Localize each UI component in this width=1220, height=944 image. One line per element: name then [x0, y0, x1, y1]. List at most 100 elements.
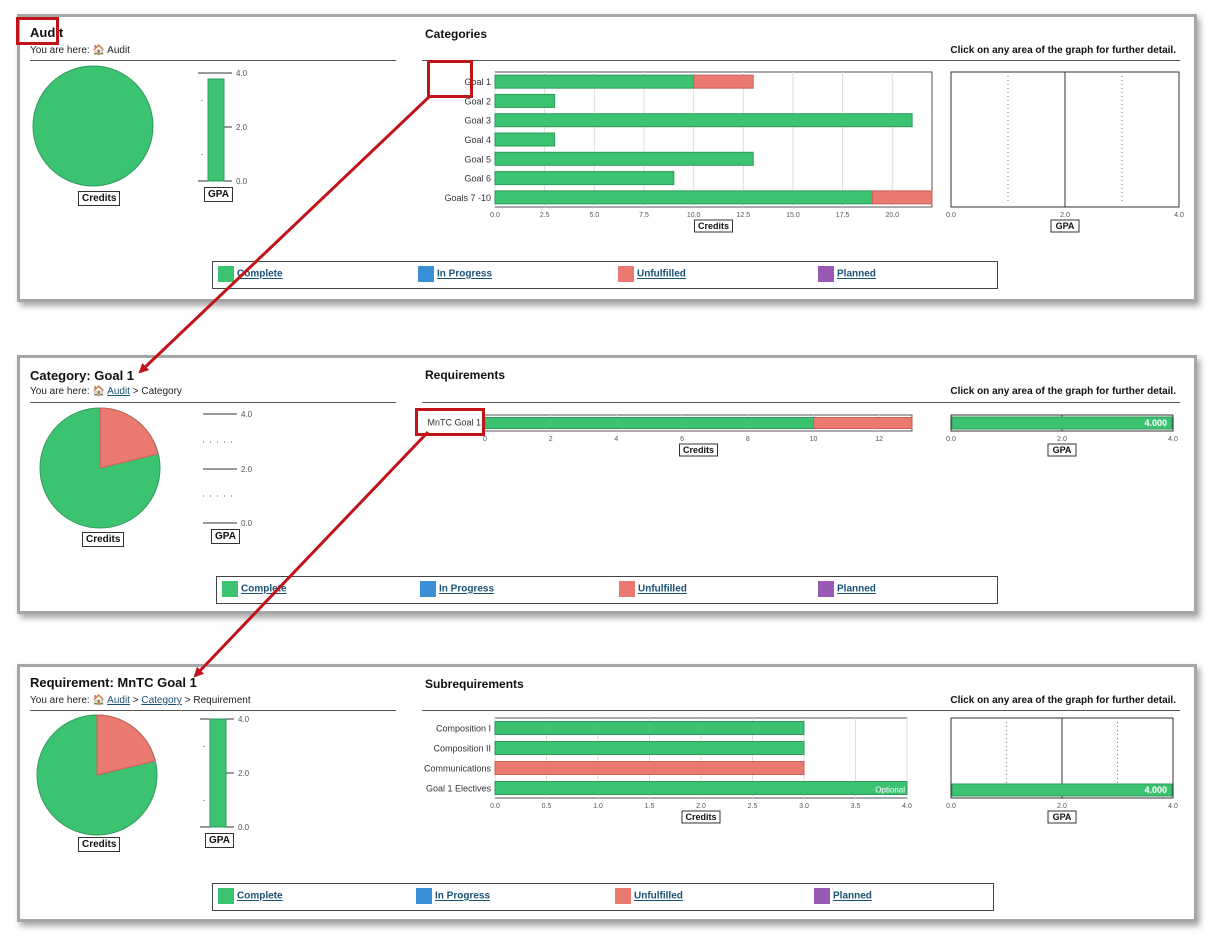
legend-link[interactable]: Complete	[241, 583, 287, 595]
legend-swatch	[615, 888, 631, 904]
breadcrumb-link-audit[interactable]: Audit	[107, 695, 130, 706]
legend-link[interactable]: In Progress	[439, 583, 495, 595]
gpa-tick-label: 4.0	[236, 69, 248, 78]
legend-swatch	[222, 581, 238, 597]
annotation-arrow	[138, 94, 432, 374]
gpa-axis-label: GPA	[211, 529, 240, 544]
x-tick-label: 4.0	[1168, 803, 1178, 810]
gpa-vertical-chart[interactable]: 4.0 2.0 0.0	[190, 63, 260, 188]
gpa-horizontal-chart[interactable]: 4.000 0.0 2.0 4.0 GPA	[945, 715, 1185, 835]
x-tick-label: 10.0	[687, 212, 701, 219]
home-icon[interactable]: 🏠	[92, 45, 105, 56]
bar-segment[interactable]	[494, 761, 805, 775]
x-tick-label: 0.0	[490, 803, 500, 810]
legend-complete[interactable]: Complete	[222, 581, 287, 597]
x-tick-label: 0.0	[946, 212, 956, 219]
bar-segment[interactable]	[494, 741, 805, 755]
x-tick-label: 2.0	[1057, 436, 1067, 443]
legend-link[interactable]: In Progress	[435, 890, 491, 902]
legend-swatch	[818, 581, 834, 597]
legend-link[interactable]: Planned	[837, 583, 876, 595]
legend-link[interactable]: Unfulfilled	[637, 268, 686, 280]
gpa-horizontal-chart[interactable]: 0.0 2.0 4.0 GPA	[945, 69, 1185, 239]
legend: Complete In Progress Unfulfilled Planned	[212, 261, 998, 289]
legend-unfulfilled[interactable]: Unfulfilled	[618, 266, 686, 282]
gpa-tick-label: 0.0	[241, 519, 253, 528]
x-tick-label: 2.5	[540, 212, 550, 219]
credits-pie-chart[interactable]	[34, 713, 164, 838]
x-axis-label-box	[679, 443, 718, 457]
legend-link[interactable]: In Progress	[437, 268, 493, 280]
bar-segment[interactable]	[812, 417, 913, 429]
bar-segment[interactable]	[494, 721, 805, 735]
bar-segment[interactable]	[494, 93, 556, 108]
legend-link[interactable]: Complete	[237, 890, 283, 902]
x-tick-label: 3.0	[799, 803, 809, 810]
page-title: Audit	[30, 25, 64, 40]
legend-in-progress[interactable]: In Progress	[418, 266, 492, 282]
gpa-vertical-chart[interactable]: 4.0 2.0 0.0	[192, 713, 262, 838]
page-title: Category: Goal 1	[30, 368, 135, 383]
bar-segment[interactable]	[693, 74, 754, 89]
divider	[422, 710, 1180, 711]
requirements-bar-chart[interactable]: 0 2 4 6 8 10 12 MnTC Goal 1 Credits	[415, 410, 935, 470]
pie-credits-label: Credits	[78, 837, 121, 852]
legend-link[interactable]: Planned	[833, 890, 872, 902]
gpa-horizontal-chart[interactable]: 4.000 0.0 2.0 4.0 GPA	[945, 410, 1185, 470]
gpa-bar[interactable]	[951, 783, 1173, 797]
pie-slice-unfulfilled[interactable]	[99, 407, 159, 469]
bar-segment[interactable]	[494, 113, 913, 128]
graph-hint: Click on any area of the graph for furth…	[950, 45, 1176, 56]
gpa-tick-label: 4.0	[241, 410, 253, 419]
x-axis-label: GPA	[1053, 445, 1072, 455]
legend-complete[interactable]: Complete	[218, 266, 283, 282]
legend-link[interactable]: Unfulfilled	[638, 583, 687, 595]
gpa-bar[interactable]	[209, 718, 227, 828]
gpa-vertical-chart[interactable]: 4.0 2.0 0.0	[195, 406, 265, 531]
legend-link[interactable]: Planned	[837, 268, 876, 280]
category-label: Goal 1 Electives	[426, 784, 492, 794]
credits-pie-chart[interactable]	[30, 63, 160, 188]
bar-segment[interactable]	[494, 151, 754, 166]
legend-complete[interactable]: Complete	[218, 888, 283, 904]
category-label: Goal 1	[464, 77, 491, 87]
subrequirements-bar-chart[interactable]: 0.0 0.5 1.0 1.5 2.0 2.5 3.0 3.5 4.0 Composition I…	[415, 715, 935, 835]
divider	[30, 402, 396, 403]
x-tick-label: 2	[549, 436, 553, 443]
bar-segment[interactable]	[494, 781, 908, 795]
legend-planned[interactable]: Planned	[814, 888, 872, 904]
x-tick-label: 10	[810, 436, 818, 443]
legend-swatch	[420, 581, 436, 597]
legend-in-progress[interactable]: In Progress	[420, 581, 494, 597]
legend-link[interactable]: Complete	[237, 268, 283, 280]
pie-slice-unfulfilled[interactable]	[96, 714, 156, 776]
legend-unfulfilled[interactable]: Unfulfilled	[615, 888, 683, 904]
x-axis-label: Credits	[683, 445, 714, 455]
home-icon[interactable]: 🏠	[92, 386, 105, 397]
category-label: Composition II	[433, 744, 491, 754]
legend-in-progress[interactable]: In Progress	[416, 888, 490, 904]
credits-pie-chart[interactable]	[38, 406, 168, 531]
bar-segment[interactable]	[494, 132, 556, 147]
breadcrumb-current: Audit	[107, 45, 130, 56]
x-axis-label-box	[1050, 219, 1080, 233]
x-axis-label: GPA	[1053, 812, 1072, 822]
x-tick-label: 0.0	[946, 436, 956, 443]
breadcrumb-link-category[interactable]: Category	[141, 695, 182, 706]
legend-planned[interactable]: Planned	[818, 266, 876, 282]
categories-bar-chart[interactable]: 0.0 2.5 5.0 7.5 10.0 12.5 15.0 17.5 20.0 Goal 1 Go…	[415, 69, 935, 239]
gpa-bar[interactable]	[207, 78, 225, 182]
gpa-bar[interactable]	[951, 416, 1173, 430]
bar-segment[interactable]	[871, 190, 933, 205]
legend-unfulfilled[interactable]: Unfulfilled	[619, 581, 687, 597]
home-icon[interactable]: 🏠	[92, 695, 105, 706]
legend-planned[interactable]: Planned	[818, 581, 876, 597]
breadcrumb-link-audit[interactable]: Audit	[107, 386, 130, 397]
pie-slice-complete[interactable]	[32, 65, 154, 187]
legend-swatch	[818, 266, 834, 282]
x-tick-label: 4.0	[1168, 436, 1178, 443]
legend-link[interactable]: Unfulfilled	[634, 890, 683, 902]
x-tick-label: 0	[483, 436, 487, 443]
x-tick-label: 4.0	[902, 803, 912, 810]
bar-segment[interactable]	[494, 171, 675, 186]
